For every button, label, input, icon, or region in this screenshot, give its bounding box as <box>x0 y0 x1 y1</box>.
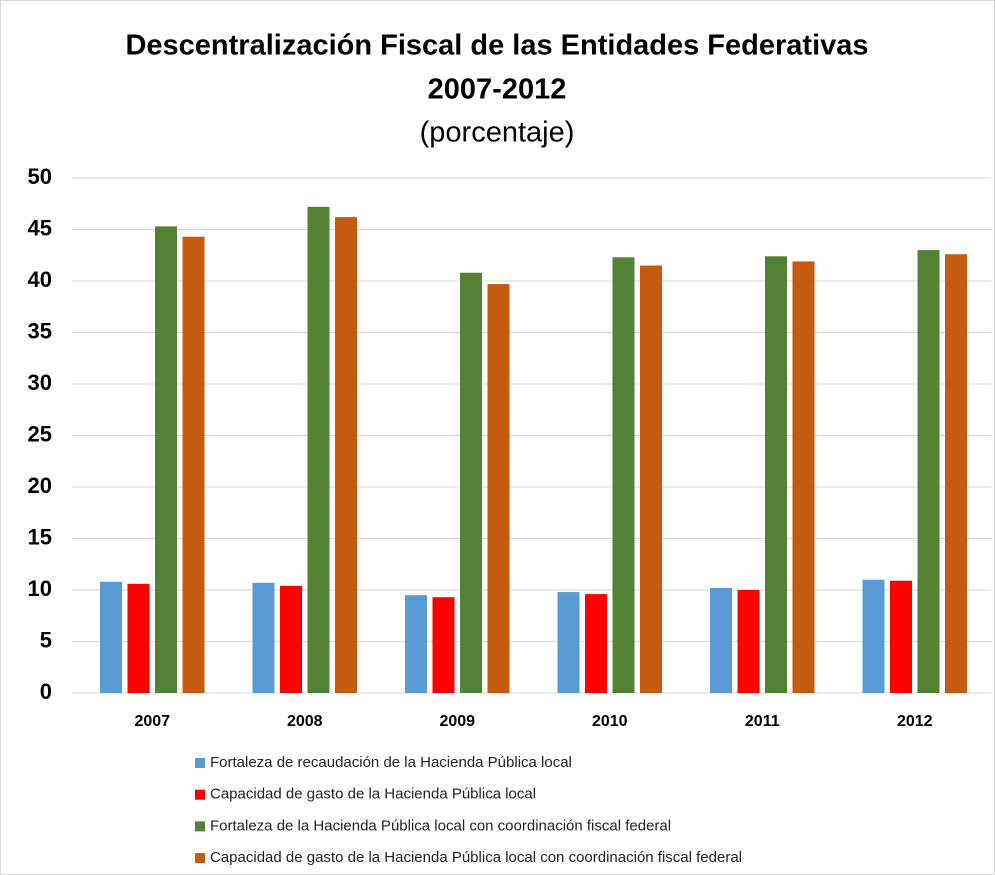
bar <box>640 265 662 693</box>
bar <box>405 595 427 693</box>
bar <box>710 587 732 693</box>
bar <box>127 583 150 693</box>
x-tick-label: 2012 <box>897 713 933 730</box>
y-tick-label: 0 <box>40 679 52 704</box>
bar <box>945 254 967 693</box>
x-tick-label: 2009 <box>439 713 475 730</box>
bar <box>487 284 510 693</box>
legend-swatch <box>195 758 205 768</box>
x-tick-label: 2010 <box>592 713 628 730</box>
bar <box>432 597 455 693</box>
bar <box>182 236 205 693</box>
y-tick-label: 45 <box>28 215 52 240</box>
y-tick-label: 5 <box>40 627 52 652</box>
x-tick-label: 2008 <box>287 713 323 730</box>
bar <box>612 257 635 693</box>
y-tick-label: 40 <box>28 267 52 292</box>
bar <box>585 594 607 693</box>
chart-subtitle: (porcentaje) <box>420 117 575 149</box>
y-tick-label: 10 <box>28 576 52 601</box>
bar <box>100 581 122 693</box>
bar <box>307 206 330 693</box>
x-tick-label: 2011 <box>745 713 780 730</box>
bar <box>335 217 357 693</box>
legend-label: Capacidad de gasto de la Hacienda Públic… <box>210 786 536 803</box>
legend-label: Fortaleza de la Hacienda Pública local c… <box>210 817 671 834</box>
y-tick-label: 15 <box>28 524 52 549</box>
chart-title: Descentralización Fiscal de las Entidade… <box>125 30 868 62</box>
chart-title: 2007-2012 <box>428 74 567 106</box>
bar <box>765 256 787 693</box>
bar <box>917 250 940 693</box>
bar <box>792 261 815 693</box>
legend-label: Capacidad de gasto de la Hacienda Públic… <box>210 849 742 866</box>
y-tick-label: 35 <box>28 318 52 343</box>
x-tick-label: 2007 <box>134 713 170 730</box>
legend-label: Fortaleza de recaudación de la Hacienda … <box>210 754 572 771</box>
bar <box>557 592 580 693</box>
bar <box>252 582 275 693</box>
legend-swatch <box>195 821 205 832</box>
bar <box>737 590 760 693</box>
y-tick-label: 20 <box>28 473 52 498</box>
bar <box>280 585 302 693</box>
legend-swatch <box>195 789 205 800</box>
bar <box>460 272 482 693</box>
y-tick-label: 25 <box>28 421 52 446</box>
y-tick-label: 50 <box>28 164 52 189</box>
y-tick-label: 30 <box>28 370 52 395</box>
bar <box>155 226 177 693</box>
bar <box>862 579 885 693</box>
legend-swatch <box>195 853 205 864</box>
bar <box>890 580 912 693</box>
